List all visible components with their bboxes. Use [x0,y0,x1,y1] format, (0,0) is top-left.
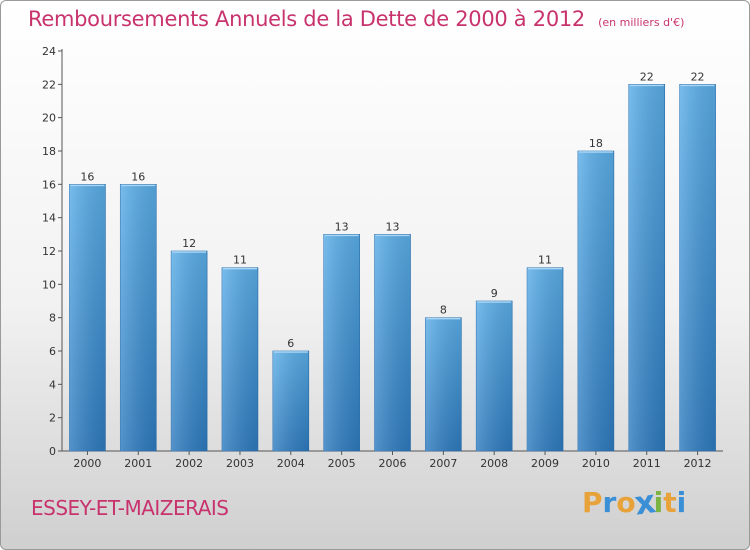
bar-value-label: 11 [233,254,247,267]
logo-letter: t [663,486,677,519]
commune-name: ESSEY-ET-MAIZERAIS [31,496,229,520]
x-tick-label: 2009 [531,457,559,470]
chart-title-text: Remboursements Annuels de la Dette de 20… [28,7,585,31]
bar-shade [374,234,411,451]
y-tick-label: 16 [42,178,56,191]
chart-title: Remboursements Annuels de la Dette de 20… [28,7,684,31]
bar-shade [577,151,614,451]
bar-labels: 16 16 12 11 6 13 13 8 9 11 18 22 22 [80,70,704,350]
logo-letter: o [616,486,636,519]
bar-value-label: 22 [691,70,705,83]
x-tick-label: 2008 [480,457,508,470]
x-tick-label: 2005 [328,457,356,470]
bar-shade [628,84,665,451]
bars [69,84,716,452]
bar-shade [679,84,716,451]
bar-shade [323,234,360,451]
bar-value-label: 9 [491,287,498,300]
bar-shade [527,267,564,451]
bar-shade [476,301,513,451]
logo-letter: i [653,486,664,519]
x-tick-label: 2003 [226,457,254,470]
bar-value-label: 6 [287,337,294,350]
bar-value-label: 16 [80,170,94,183]
x-tick-label: 2000 [73,457,101,470]
bar-shade [425,317,462,451]
x-tick-label: 2002 [175,457,203,470]
bar-value-label: 18 [589,137,603,150]
x-tick-label: 2001 [124,457,152,470]
x-tick-label: 2010 [582,457,610,470]
bar-shade [221,267,258,451]
x-tick-label: 2004 [277,457,305,470]
y-tick-label: 6 [49,345,56,358]
bar-value-label: 11 [538,254,552,267]
bar-value-label: 8 [440,304,447,317]
y-tick-label: 24 [42,45,56,58]
chart-unit-note: (en milliers d'€) [598,16,685,29]
bar-value-label: 22 [640,70,654,83]
y-tick-label: 8 [49,312,56,325]
y-tick-label: 12 [42,245,56,258]
bar-value-label: 12 [182,237,196,250]
bar-shade [120,184,157,452]
y-tick-label: 14 [42,212,56,225]
bar-value-label: 16 [131,170,145,183]
proxiti-logo: Proxiti [582,482,687,522]
logo-letter: r [602,486,617,519]
bar-shade [171,251,208,451]
bar-value-label: 13 [386,220,400,233]
x-tick-label: 2006 [379,457,407,470]
logo-letter: P [582,486,603,519]
y-tick-label: 10 [42,278,56,291]
x-tick-label: 2012 [684,457,712,470]
y-tick-label: 0 [49,445,56,458]
bar-shade [69,184,106,452]
y-tick-label: 2 [49,412,56,425]
y-tick-label: 4 [49,378,56,391]
y-tick-label: 18 [42,145,56,158]
x-tick-label: 2011 [633,457,661,470]
logo-letter: i [676,486,687,519]
bar-value-label: 13 [335,220,349,233]
y-tick-label: 20 [42,112,56,125]
y-tick-label: 22 [42,78,56,91]
bar-shade [272,351,309,451]
x-tick-label: 2007 [429,457,457,470]
